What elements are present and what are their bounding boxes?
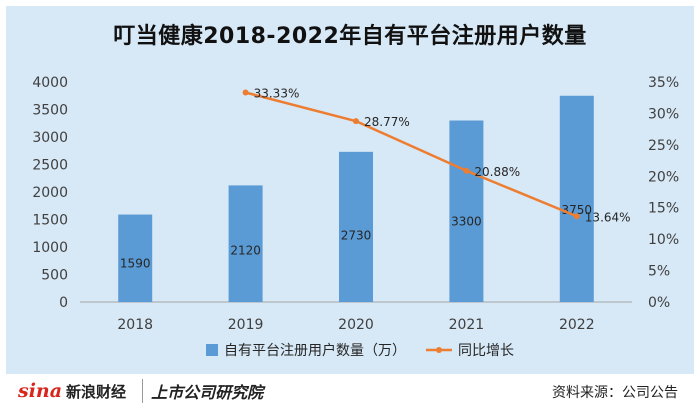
x-tick-label: 2021 [449,317,485,333]
y-right-tick-label: 35% [648,75,679,91]
sina-logo-brand: 新浪财经 [66,382,127,401]
x-tick-label: 2018 [117,317,153,333]
y-right-tick-label: 0% [648,295,670,311]
y-right-tick-label: 25% [648,138,679,154]
growth-point [463,167,470,174]
growth-data-label: 33.33% [254,86,300,100]
logo-divider [142,379,144,403]
y-right-tick-label: 15% [648,201,679,217]
y-left-tick-label: 1500 [32,213,68,229]
y-left-tick-label: 4000 [32,75,68,91]
sina-logo: sina 新浪财经 上市公司研究院 [18,376,263,406]
y-left-tick-label: 2500 [32,158,68,174]
growth-point [353,118,359,125]
y-left-tick-label: 1000 [32,240,68,256]
bar [449,120,484,302]
y-left-tick-label: 500 [41,268,68,284]
bar-data-label: 1590 [120,257,151,271]
growth-point [242,89,249,96]
footer: sina 新浪财经 上市公司研究院 资料来源：公司公告 [0,374,700,418]
bar-data-label: 2730 [341,228,372,242]
bar-data-label: 3300 [451,214,482,228]
chart-title: 叮当健康2018-2022年自有平台注册用户数量 [113,24,587,49]
y-right-tick-label: 5% [648,264,670,280]
x-tick-label: 2020 [338,317,374,333]
bar [118,214,153,302]
growth-data-label: 13.64% [585,210,631,224]
legend-label-bar: 自有平台注册用户数量（万） [224,342,406,359]
bar [559,95,594,302]
bar-data-label: 2120 [230,244,261,258]
legend-label-line: 同比增长 [458,343,514,359]
y-right-tick-label: 30% [648,106,679,122]
growth-line [245,91,578,218]
y-right-tick-label: 10% [648,232,679,248]
y-right-tick-label: 20% [648,169,679,185]
y-left-tick-label: 0 [59,295,68,311]
institute-logo: 上市公司研究院 [151,383,264,402]
source-note: 资料来源：公司公告 [552,385,678,401]
y-left-tick-label: 2000 [32,185,68,201]
bar [339,151,373,302]
y-left-tick-label: 3500 [32,103,68,119]
x-tick-label: 2022 [559,317,595,333]
x-tick-label: 2019 [228,317,264,333]
bar [228,185,263,302]
legend-swatch-marker [436,347,442,353]
growth-data-label: 28.77% [364,115,410,129]
growth-point [573,213,580,220]
legend-swatch-bar [206,344,218,356]
growth-data-label: 20.88% [474,165,520,179]
y-left-tick-label: 3000 [32,130,68,146]
sina-logo-mark: sina [18,380,63,402]
